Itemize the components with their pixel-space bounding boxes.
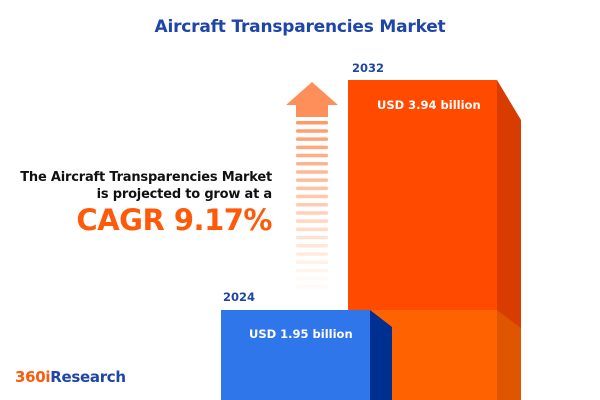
arrow-stripe	[296, 260, 328, 264]
description-line-1: The Aircraft Transparencies Market	[20, 170, 272, 185]
arrow-stripe	[296, 252, 328, 256]
logo: 360iResearch	[15, 368, 126, 386]
description: The Aircraft Transparencies Market is pr…	[20, 169, 272, 203]
arrow-stripe	[296, 211, 328, 215]
arrow-stripe	[296, 227, 328, 232]
arrow-stripe	[296, 153, 328, 158]
arrow-up-icon	[286, 82, 338, 289]
arrow-stripe	[296, 121, 328, 125]
year-label-2032: 2032	[352, 61, 385, 75]
bar-2032-lower-side	[497, 310, 521, 400]
chart-title: Aircraft Transparencies Market	[154, 17, 446, 37]
logo-part-1: 360i	[15, 368, 51, 386]
arrow-stripe	[296, 145, 328, 150]
arrow-stripe	[296, 235, 328, 240]
arrow-stripe	[296, 244, 328, 248]
description-line-2: is projected to grow at a	[96, 187, 273, 202]
cagr-value: CAGR 9.17%	[76, 203, 272, 237]
arrow-head	[286, 82, 338, 117]
value-label-2024: USD 1.95 billion	[249, 327, 353, 341]
arrow-stripe	[296, 178, 328, 182]
arrow-stripe	[296, 203, 328, 207]
bar-2024-side	[370, 310, 392, 400]
arrow-stripe	[296, 137, 328, 141]
value-label-2032: USD 3.94 billion	[377, 98, 481, 112]
arrow-stripe	[296, 194, 328, 199]
arrow-stripe	[296, 285, 328, 289]
bar-2024	[221, 310, 370, 400]
arrow-stripe	[296, 268, 328, 273]
arrow-stripe	[296, 129, 328, 133]
logo-part-2: Research	[50, 368, 126, 386]
arrow-stripe	[296, 186, 328, 191]
arrow-stripe	[296, 162, 328, 166]
arrow-stripe	[296, 170, 328, 174]
arrow-stripe	[296, 219, 328, 223]
arrow-stripe	[296, 276, 328, 281]
year-label-2024: 2024	[223, 290, 256, 304]
